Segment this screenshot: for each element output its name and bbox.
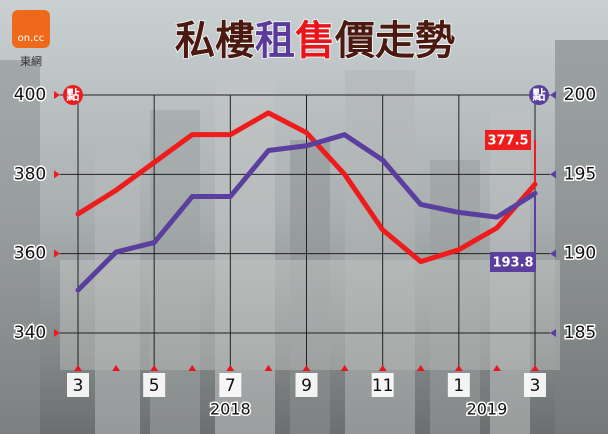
x-tick-mark bbox=[188, 365, 197, 371]
y2-tick-mark bbox=[550, 329, 556, 337]
y-tick-label: 380 bbox=[14, 164, 46, 184]
x-tick-mark bbox=[264, 365, 273, 371]
x-tick-mark bbox=[226, 365, 235, 371]
x-tick-box bbox=[524, 373, 546, 397]
x-tick-mark bbox=[492, 365, 501, 371]
title-part: 價走勢 bbox=[334, 18, 455, 64]
x-tick-box bbox=[219, 373, 242, 397]
x-tick-mark bbox=[531, 365, 539, 371]
x-tick-mark bbox=[340, 365, 349, 371]
y2-tick-label: 190 bbox=[564, 244, 596, 264]
title-part: 私樓 bbox=[175, 18, 255, 64]
y-tick-mark bbox=[54, 249, 60, 258]
y2-tick-mark bbox=[550, 170, 556, 179]
value-label-box bbox=[490, 252, 536, 272]
x-tick-mark bbox=[112, 365, 121, 371]
chart-title: 私樓租售價走勢 bbox=[175, 18, 455, 64]
x-tick-box bbox=[295, 373, 318, 397]
x-tick-label: 5 bbox=[149, 376, 160, 396]
y2-tick-label: 185 bbox=[564, 323, 596, 343]
y2-tick-label: 195 bbox=[564, 164, 596, 184]
y2-unit: 點 bbox=[532, 88, 545, 104]
y-unit-badge bbox=[63, 85, 83, 105]
logo-sub: 東網 bbox=[20, 54, 42, 68]
y-tick-label: 340 bbox=[14, 323, 46, 343]
x-tick-label: 3 bbox=[530, 376, 541, 396]
logo: on.cc bbox=[18, 33, 45, 44]
x-tick-label: 3 bbox=[73, 376, 84, 396]
x-tick-mark bbox=[150, 365, 159, 371]
x-tick-box bbox=[67, 373, 89, 397]
data-line bbox=[75, 132, 538, 293]
title-part: 售 bbox=[295, 18, 335, 64]
y2-tick-mark bbox=[550, 91, 556, 99]
value-label: 193.8 bbox=[492, 256, 533, 271]
x-tick-mark bbox=[74, 365, 82, 371]
y-tick-mark bbox=[54, 91, 60, 99]
y2-tick-mark bbox=[550, 249, 556, 258]
x-tick-label: 9 bbox=[301, 376, 312, 396]
y2-unit-badge bbox=[529, 85, 549, 105]
x-tick-mark bbox=[454, 365, 463, 371]
year-label: 2019 bbox=[467, 400, 508, 419]
y-tick-label: 400 bbox=[14, 85, 46, 105]
y2-tick-label: 200 bbox=[564, 85, 596, 105]
y-tick-mark bbox=[54, 329, 60, 337]
value-label: 377.5 bbox=[487, 134, 528, 149]
x-tick-box bbox=[447, 373, 470, 397]
y-tick-label: 360 bbox=[14, 244, 46, 264]
title-part: 租 bbox=[255, 18, 295, 64]
x-tick-box bbox=[371, 373, 394, 397]
logo-box bbox=[12, 10, 50, 48]
value-label-box bbox=[485, 130, 531, 150]
year-label: 2018 bbox=[210, 400, 251, 419]
x-tick-mark bbox=[378, 365, 387, 371]
y-tick-mark bbox=[54, 170, 60, 179]
x-tick-label: 1 bbox=[453, 376, 464, 396]
data-line bbox=[75, 110, 538, 265]
x-tick-mark bbox=[302, 365, 311, 371]
x-tick-mark bbox=[416, 365, 425, 371]
y-unit: 點 bbox=[66, 88, 79, 104]
x-tick-label: 7 bbox=[225, 376, 236, 396]
x-tick-label: 11 bbox=[372, 376, 394, 396]
x-tick-box bbox=[143, 373, 166, 397]
